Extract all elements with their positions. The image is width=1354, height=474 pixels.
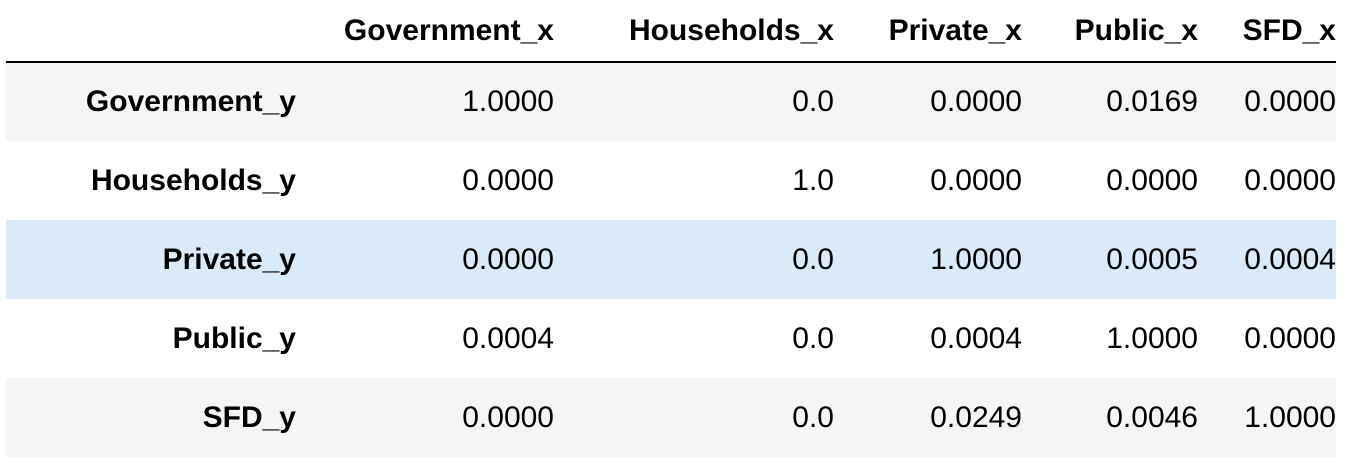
column-header-government-x: Government_x — [296, 0, 554, 63]
table-cell: 0.0004 — [930, 321, 1022, 355]
table-cell: 0.0 — [792, 321, 834, 355]
table-cell: 0.0000 — [930, 85, 1022, 118]
table-cell: 0.0000 — [1244, 321, 1336, 355]
row-label: Households_y — [90, 163, 296, 197]
index-header — [6, 0, 296, 63]
table-row-highlighted: Private_y 0.0000 0.0 1.0000 0.0005 0.000… — [6, 220, 1336, 299]
row-label: Private_y — [162, 242, 296, 276]
table-row: Government_y 1.0000 0.0 0.0000 0.0169 0.… — [6, 62, 1336, 141]
table-cell: 0.0004 — [1244, 242, 1336, 276]
column-header-private-x: Private_x — [834, 0, 1022, 63]
table-row: SFD_y 0.0000 0.0 0.0249 0.0046 1.0000 — [6, 378, 1336, 457]
table-cell: 0.0000 — [462, 242, 554, 276]
table-cell: 1.0000 — [930, 242, 1022, 276]
table-cell: 0.0000 — [462, 400, 554, 434]
dataframe-table: Government_x Households_x Private_x Publ… — [6, 0, 1336, 457]
column-header-sfd-x: SFD_x — [1198, 0, 1336, 63]
table-cell: 0.0000 — [1244, 85, 1336, 118]
row-label: SFD_y — [202, 400, 296, 434]
table-cell: 0.0000 — [930, 163, 1022, 197]
table-cell: 1.0000 — [1106, 321, 1198, 355]
header-row: Government_x Households_x Private_x Publ… — [6, 0, 1336, 63]
row-label: Government_y — [85, 85, 296, 118]
table-cell: 0.0169 — [1106, 85, 1198, 118]
table-cell: 0.0000 — [462, 163, 554, 197]
table-cell: 0.0 — [792, 400, 834, 434]
column-header-households-x: Households_x — [554, 0, 834, 63]
table-row: Households_y 0.0000 1.0 0.0000 0.0000 0.… — [6, 141, 1336, 220]
table-cell: 0.0000 — [1106, 163, 1198, 197]
table-cell: 1.0 — [792, 163, 834, 197]
row-label: Public_y — [172, 321, 296, 355]
table-cell: 0.0000 — [1244, 163, 1336, 197]
table-cell: 1.0000 — [462, 85, 554, 118]
table-cell: 0.0046 — [1106, 400, 1198, 434]
table-cell: 0.0 — [792, 85, 834, 118]
table-cell: 0.0 — [792, 242, 834, 276]
table-row: Public_y 0.0004 0.0 0.0004 1.0000 0.0000 — [6, 299, 1336, 378]
column-header-public-x: Public_x — [1022, 0, 1198, 63]
table-cell: 0.0005 — [1106, 242, 1198, 276]
table-cell: 0.0249 — [930, 400, 1022, 434]
table-cell: 0.0004 — [462, 321, 554, 355]
table-cell: 1.0000 — [1244, 400, 1336, 434]
